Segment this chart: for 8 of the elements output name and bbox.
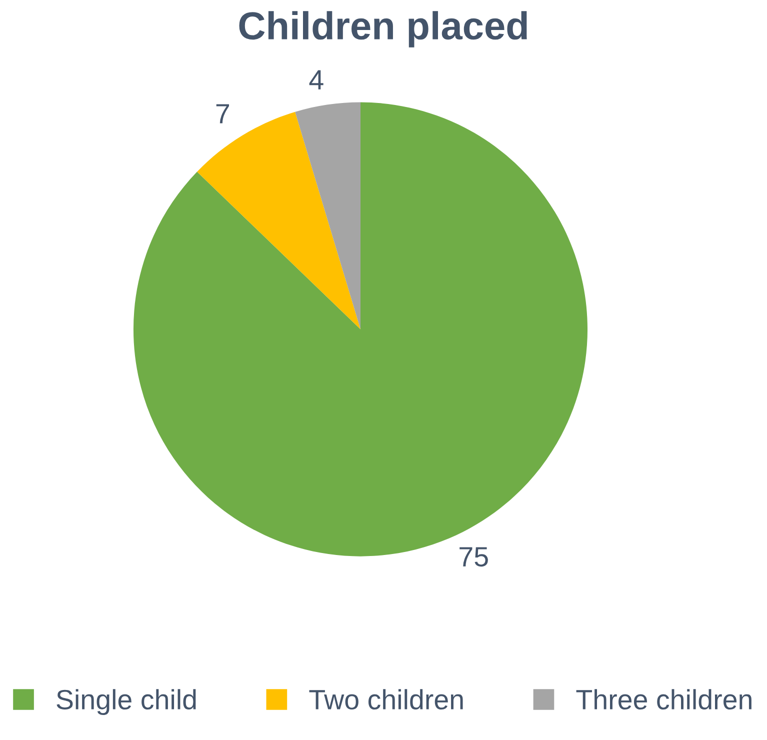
chart-title: Children placed (239, 11, 527, 48)
legend-label: Single child (56, 689, 196, 715)
legend-label: Two children (309, 689, 463, 710)
legend-label: Three children (576, 689, 752, 710)
pie-slice (295, 102, 360, 330)
data-label: 75 (460, 547, 488, 567)
data-label: 4 (309, 70, 324, 90)
data-label: 7 (216, 104, 229, 124)
